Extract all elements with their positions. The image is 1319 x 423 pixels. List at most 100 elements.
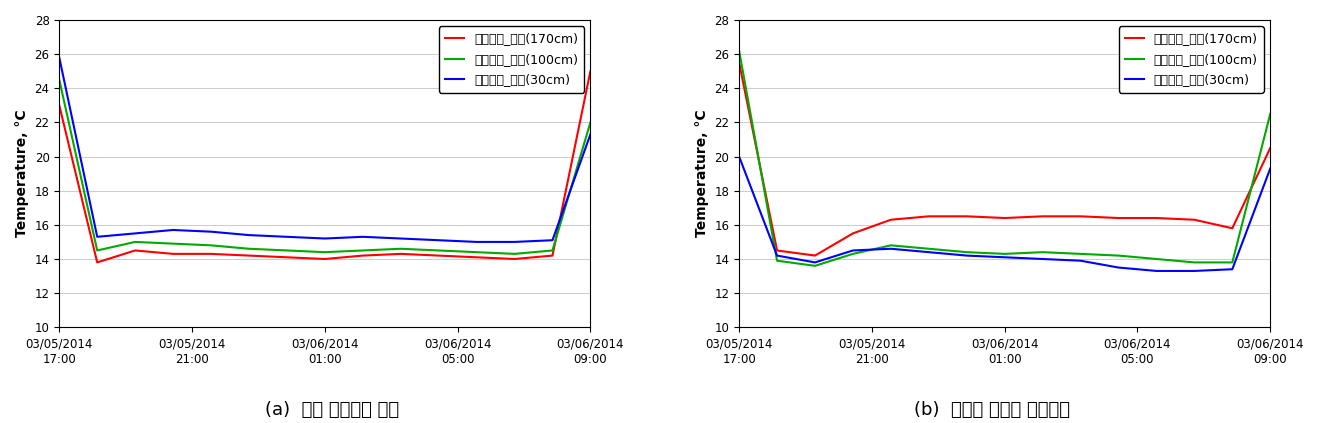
부분난방_중부(100cm): [1149, 256, 1165, 261]
부분난방_중부(100cm): [845, 251, 861, 256]
관행난방_하부(30cm): [127, 231, 142, 236]
부분난방_상부(170cm): [1224, 226, 1240, 231]
부분난방_하부(30cm): [1187, 269, 1203, 274]
부분난방_하부(30cm): [882, 246, 898, 251]
부분난방_하부(30cm): [769, 253, 785, 258]
Line: 부분난방_상부(170cm): 부분난방_상부(170cm): [739, 63, 1270, 255]
관행난방_상부(170cm): [317, 256, 332, 261]
부분난방_하부(30cm): [1224, 267, 1240, 272]
부분난방_상부(170cm): [1072, 214, 1088, 219]
관행난방_상부(170cm): [431, 253, 447, 258]
Line: 관행난방_중부(100cm): 관행난방_중부(100cm): [59, 80, 591, 254]
Text: (b)  생장부 추종형 부분난방: (b) 생장부 추종형 부분난방: [914, 401, 1070, 418]
Line: 관행난방_상부(170cm): 관행난방_상부(170cm): [59, 71, 591, 262]
관행난방_하부(30cm): [468, 239, 484, 244]
부분난방_하부(30cm): [1111, 265, 1126, 270]
관행난방_하부(30cm): [583, 132, 599, 137]
관행난방_중부(100cm): [545, 248, 561, 253]
관행난방_상부(170cm): [241, 253, 257, 258]
관행난방_하부(30cm): [280, 234, 295, 239]
부분난방_상부(170cm): [997, 215, 1013, 220]
관행난방_하부(30cm): [506, 239, 522, 244]
부분난방_중부(100cm): [1262, 111, 1278, 116]
부분난방_하부(30cm): [845, 248, 861, 253]
관행난방_중부(100cm): [583, 120, 599, 125]
부분난방_하부(30cm): [1034, 256, 1050, 261]
관행난방_중부(100cm): [506, 251, 522, 256]
부분난방_상부(170cm): [959, 214, 975, 219]
부분난방_하부(30cm): [997, 255, 1013, 260]
부분난방_중부(100cm): [807, 263, 823, 268]
관행난방_상부(170cm): [127, 248, 142, 253]
부분난방_상부(170cm): [1149, 215, 1165, 220]
Y-axis label: Temperature, °C: Temperature, °C: [695, 110, 708, 237]
관행난방_중부(100cm): [165, 241, 181, 246]
부분난방_중부(100cm): [997, 251, 1013, 256]
부분난방_상부(170cm): [1111, 215, 1126, 220]
부분난방_상부(170cm): [1034, 214, 1050, 219]
부분난방_상부(170cm): [769, 248, 785, 253]
부분난방_중부(100cm): [769, 258, 785, 263]
관행난방_중부(100cm): [280, 248, 295, 253]
부분난방_상부(170cm): [845, 231, 861, 236]
관행난방_상부(170cm): [545, 253, 561, 258]
관행난방_하부(30cm): [165, 228, 181, 233]
관행난방_하부(30cm): [203, 229, 219, 234]
관행난방_중부(100cm): [393, 246, 409, 251]
관행난방_하부(30cm): [90, 234, 106, 239]
관행난방_중부(100cm): [203, 243, 219, 248]
Line: 부분난방_하부(30cm): 부분난방_하부(30cm): [739, 157, 1270, 271]
Line: 부분난방_중부(100cm): 부분난방_중부(100cm): [739, 51, 1270, 266]
부분난방_하부(30cm): [1262, 166, 1278, 171]
부분난방_중부(100cm): [1072, 251, 1088, 256]
부분난방_중부(100cm): [1224, 260, 1240, 265]
관행난방_하부(30cm): [545, 238, 561, 243]
관행난방_상부(170cm): [203, 251, 219, 256]
관행난방_상부(170cm): [393, 251, 409, 256]
부분난방_하부(30cm): [731, 154, 747, 159]
관행난방_상부(170cm): [355, 253, 371, 258]
부분난방_중부(100cm): [731, 48, 747, 53]
부분난방_중부(100cm): [1111, 253, 1126, 258]
부분난방_상부(170cm): [731, 60, 747, 65]
관행난방_하부(30cm): [431, 238, 447, 243]
관행난방_상부(170cm): [506, 256, 522, 261]
Line: 관행난방_하부(30cm): 관행난방_하부(30cm): [59, 58, 591, 242]
관행난방_하부(30cm): [355, 234, 371, 239]
Legend: 부분난방_상부(170cm), 부분난방_중부(100cm), 부분난방_하부(30cm): 부분난방_상부(170cm), 부분난방_중부(100cm), 부분난방_하부(…: [1119, 26, 1264, 93]
관행난방_중부(100cm): [355, 248, 371, 253]
관행난방_상부(170cm): [165, 251, 181, 256]
부분난방_중부(100cm): [882, 243, 898, 248]
부분난방_중부(100cm): [921, 246, 936, 251]
관행난방_하부(30cm): [51, 55, 67, 60]
부분난방_중부(100cm): [1187, 260, 1203, 265]
관행난방_중부(100cm): [127, 239, 142, 244]
부분난방_상부(170cm): [921, 214, 936, 219]
부분난방_상부(170cm): [1262, 146, 1278, 151]
부분난방_중부(100cm): [1034, 250, 1050, 255]
관행난방_하부(30cm): [317, 236, 332, 241]
Text: (a)  관행 바닥덕트 난방: (a) 관행 바닥덕트 난방: [265, 401, 400, 418]
관행난방_중부(100cm): [241, 246, 257, 251]
부분난방_하부(30cm): [1149, 269, 1165, 274]
관행난방_중부(100cm): [51, 77, 67, 82]
Y-axis label: Temperature, °C: Temperature, °C: [15, 110, 29, 237]
관행난방_상부(170cm): [468, 255, 484, 260]
부분난방_하부(30cm): [959, 253, 975, 258]
부분난방_상부(170cm): [1187, 217, 1203, 222]
관행난방_하부(30cm): [241, 233, 257, 238]
관행난방_중부(100cm): [468, 250, 484, 255]
관행난방_상부(170cm): [51, 103, 67, 108]
부분난방_상부(170cm): [882, 217, 898, 222]
관행난방_중부(100cm): [431, 248, 447, 253]
관행난방_하부(30cm): [393, 236, 409, 241]
관행난방_중부(100cm): [317, 250, 332, 255]
관행난방_상부(170cm): [90, 260, 106, 265]
부분난방_하부(30cm): [1072, 258, 1088, 263]
부분난방_하부(30cm): [921, 250, 936, 255]
관행난방_상부(170cm): [280, 255, 295, 260]
관행난방_중부(100cm): [90, 248, 106, 253]
부분난방_하부(30cm): [807, 260, 823, 265]
Legend: 관행난방_상부(170cm), 관행난방_중부(100cm), 관행난방_하부(30cm): 관행난방_상부(170cm), 관행난방_중부(100cm), 관행난방_하부(…: [439, 26, 584, 93]
관행난방_상부(170cm): [583, 69, 599, 74]
